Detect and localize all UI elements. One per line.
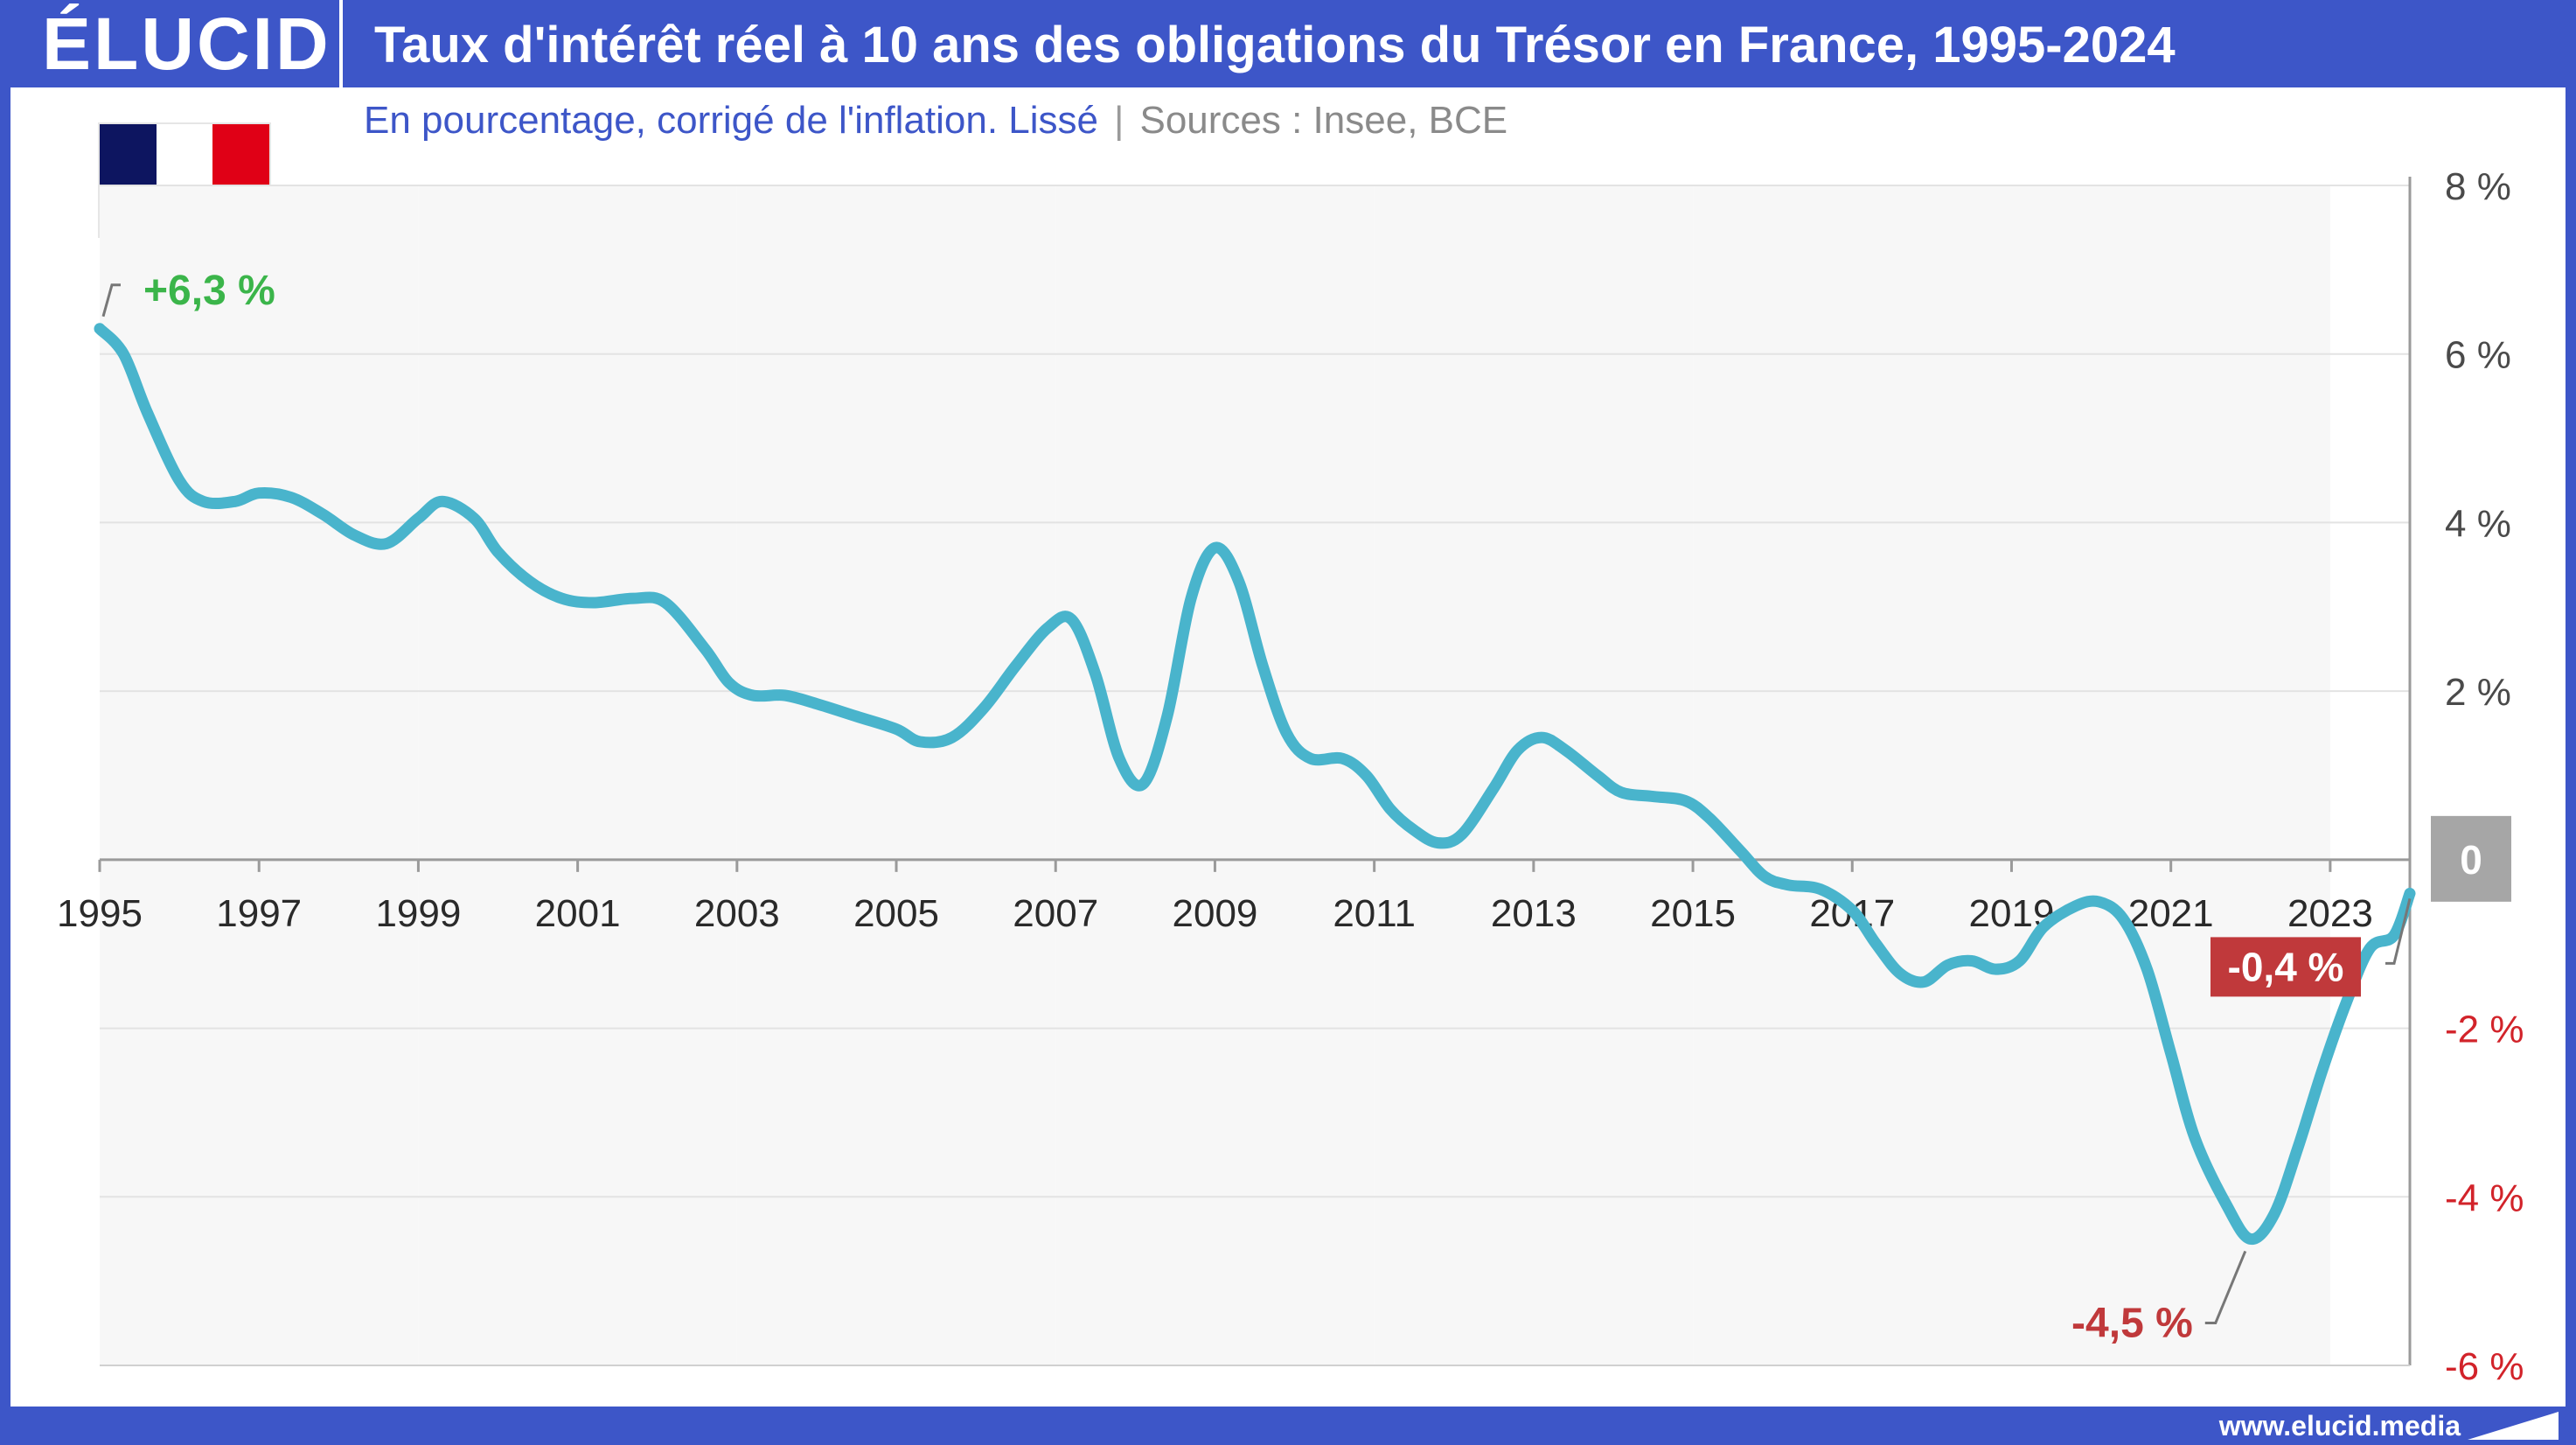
x-tick-label: 2023 [2287, 892, 2373, 935]
annotation-leader [2204, 1250, 2247, 1324]
y-tick-label: 2 % [2445, 671, 2511, 714]
axes [100, 177, 2412, 1366]
website-link[interactable]: www.elucid.media [2218, 1410, 2461, 1442]
elucid-logo: ÉLUCID [42, 3, 331, 85]
x-tick-label: 1995 [57, 892, 143, 935]
y-tick-label: 8 % [2445, 165, 2511, 208]
background-band [100, 185, 419, 1365]
series-layer [94, 323, 2416, 1246]
year-bands [100, 185, 2330, 1365]
y-tick-labels: 8 % 6 % 4 % 2 % 0 -2 % -4 % -6 % [2431, 165, 2524, 1388]
background-band [2011, 185, 2330, 1365]
background-band [1693, 185, 2012, 1365]
x-tick-labels: 1995 1997 1999 2001 2003 2005 2007 2009 2011 2013… [57, 859, 2373, 935]
y-tick-label: 6 % [2445, 334, 2511, 377]
annotation-label-last: -0,4 % [2228, 944, 2344, 989]
annotation-leader [101, 283, 121, 318]
sources-text: Sources : Insee, BCE [1139, 99, 1508, 142]
annotation-label-min: -4,5 % [2071, 1300, 2193, 1346]
x-tick-label: 2001 [535, 892, 621, 935]
background-band [1374, 185, 1694, 1365]
x-tick-label: 1997 [216, 892, 302, 935]
x-tick-label: 2021 [2128, 892, 2214, 935]
x-tick-label: 2005 [853, 892, 939, 935]
x-tick-label: 2015 [1650, 892, 1736, 935]
chart-subtitle: En pourcentage, corrigé de l'inflation. … [364, 94, 1507, 147]
y-tick-label: -2 % [2445, 1009, 2524, 1051]
x-tick-label: 2007 [1013, 892, 1098, 935]
annotation-label-max: +6,3 % [143, 268, 275, 314]
zero-badge [2431, 815, 2511, 902]
y-tick-label: -6 % [2445, 1345, 2524, 1388]
y-tick-label: 0 [2460, 837, 2482, 883]
header-divider [339, 0, 343, 87]
footer-bar: www.elucid.media [0, 1407, 2576, 1444]
subtitle-text: En pourcentage, corrigé de l'inflation. … [364, 99, 1099, 142]
elucid-arrow-icon [2468, 1412, 2559, 1440]
x-tick-label: 1999 [375, 892, 461, 935]
background-band [418, 185, 737, 1365]
x-tick-label: 2011 [1333, 892, 1416, 935]
x-tick-label: 2013 [1491, 892, 1577, 935]
chart-title: Taux d'intérêt réel à 10 ans des obligat… [374, 17, 2176, 73]
background-band [736, 185, 1056, 1365]
y-tick-label: -4 % [2445, 1176, 2524, 1219]
background-band [1055, 185, 1375, 1365]
header-bar: ÉLUCID Taux d'intérêt réel à 10 ans des … [0, 0, 2576, 87]
series-line [94, 323, 2416, 1246]
subtitle-separator: | [1114, 99, 1124, 142]
annotation-badge-last [2210, 937, 2361, 997]
y-tick-label: 4 % [2445, 502, 2511, 545]
annotations: +6,3 % -4,5 % -0,4 % [101, 268, 2412, 1346]
x-tick-label: 2009 [1173, 892, 1258, 935]
x-tick-label: 2003 [694, 892, 780, 935]
annotation-leader [2385, 898, 2412, 965]
